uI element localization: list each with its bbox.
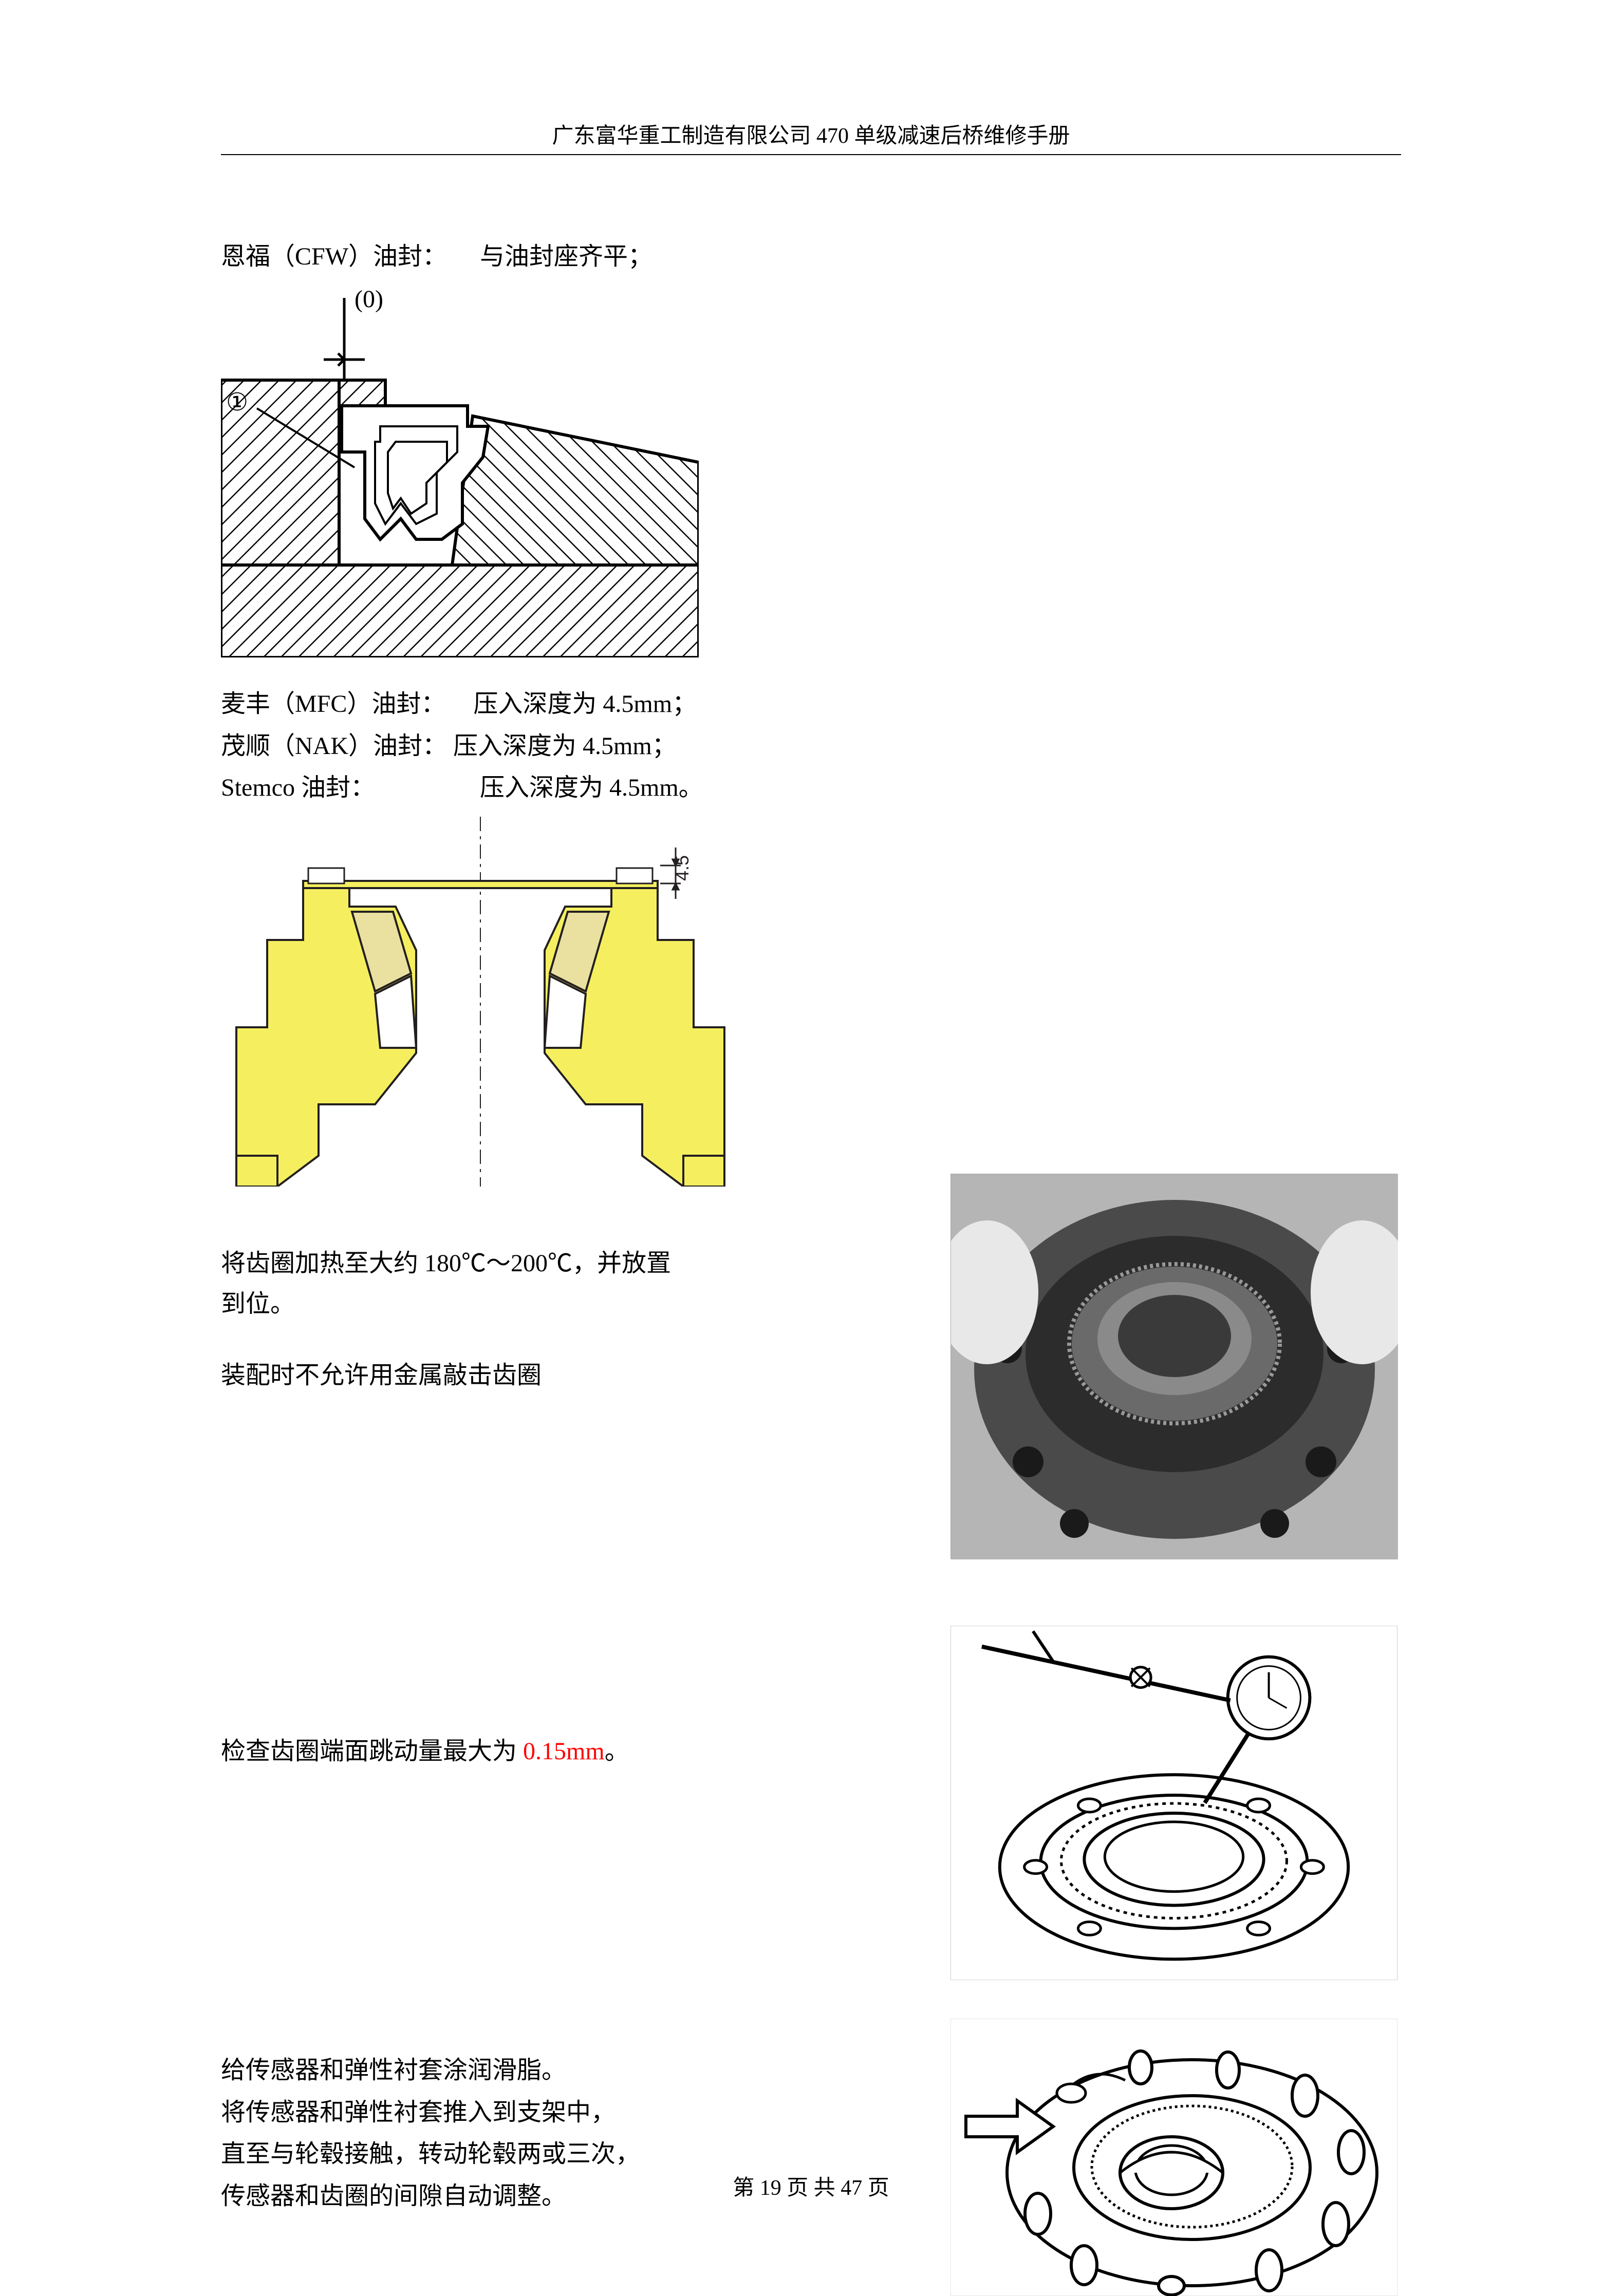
sensor-contact-line: 直至与轮毂接触，转动轮毂两或三次，	[221, 2133, 640, 2175]
hub-depth-dimension: 4.5	[672, 855, 693, 881]
heat-gear-ring-line1: 将齿圈加热至大约 180℃～200℃，并放置	[221, 1243, 786, 1284]
runout-check-prefix: 检查齿圈端面跳动量最大为	[221, 1738, 523, 1765]
header-underline	[221, 154, 1401, 155]
seal-cfw-label: 恩福（CFW）油封：	[221, 243, 447, 270]
seal-mfc-value: 压入深度为 4.5mm；	[473, 690, 697, 718]
runout-check-suffix: 。	[605, 1738, 629, 1765]
hub-gear-ring-photo	[950, 1174, 1397, 1559]
section2-block: 麦丰（MFC）油封： 压入深度为 4.5mm； 茂顺（NAK）油封： 压入深度为…	[221, 683, 703, 809]
hub-cross-section-diagram: 4.5	[221, 817, 740, 1187]
sensor-push-line: 将传感器和弹性衬套推入到支架中，	[221, 2092, 640, 2134]
sensor-assembly-drawing	[950, 2029, 1397, 2286]
heat-gear-ring-line2: 到位。	[221, 1284, 786, 1324]
sensor-grease-line: 给传感器和弹性衬套涂润滑脂。	[221, 2049, 640, 2092]
seal-cfw-value: 与油封座齐平；	[480, 243, 652, 270]
runout-dial-indicator-drawing	[950, 1626, 1397, 1980]
page-header: 广东富华重工制造有限公司 470 单级减速后桥维修手册	[0, 118, 1622, 149]
diagram1-callout-zero: (0)	[355, 285, 383, 313]
section3-block: 将齿圈加热至大约 180℃～200℃，并放置 到位。 装配时不允许用金属敲击齿圈	[221, 1243, 786, 1396]
seal-stemco-label: Stemco 油封：	[221, 774, 375, 801]
seal-nak-label: 茂顺（NAK）油封：	[221, 732, 447, 760]
oil-seal-cross-section-diagram: (0) ①	[221, 298, 699, 657]
seal-stemco-row: Stemco 油封： 压入深度为 4.5mm。	[221, 767, 703, 809]
seal-nak-value: 压入深度为 4.5mm；	[453, 732, 677, 760]
runout-value: 0.15mm	[523, 1738, 605, 1765]
seal-stemco-value: 压入深度为 4.5mm。	[480, 774, 703, 801]
section4-block: 检查齿圈端面跳动量最大为 0.15mm。	[221, 1731, 629, 1772]
page-footer: 第 19 页 共 47 页	[0, 2170, 1622, 2201]
seal-mfc-row: 麦丰（MFC）油封： 压入深度为 4.5mm；	[221, 683, 703, 725]
seal-mfc-label: 麦丰（MFC）油封：	[221, 690, 445, 718]
diagram1-callout-one: ①	[226, 388, 248, 417]
seal-nak-row: 茂顺（NAK）油封： 压入深度为 4.5mm；	[221, 725, 703, 767]
section1-line1: 恩福（CFW）油封： 与油封座齐平；	[221, 236, 652, 277]
no-metal-strike-warning: 装配时不允许用金属敲击齿圈	[221, 1355, 786, 1396]
